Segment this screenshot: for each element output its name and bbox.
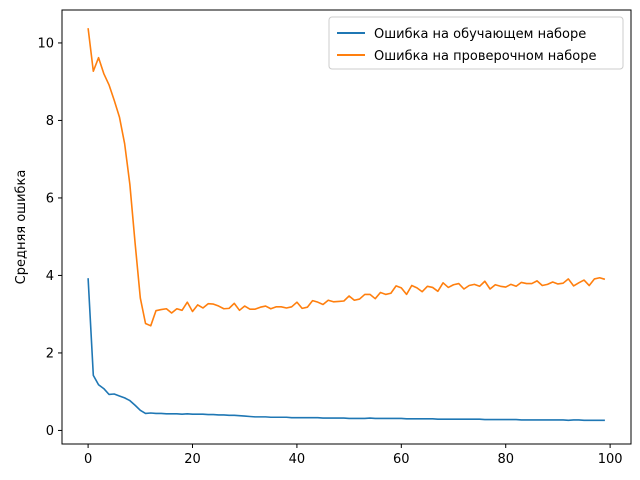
legend-label-validation: Ошибка на проверочном наборе: [374, 49, 596, 64]
y-tick-label: 10: [37, 36, 54, 51]
legend-label-train: Ошибка на обучающем наборе: [374, 27, 586, 42]
y-tick-label: 8: [46, 114, 54, 129]
plot-lines: [87, 28, 606, 422]
legend: Ошибка на обучающем наборе Ошибка на про…: [328, 16, 624, 70]
series-line-validation: [87, 28, 606, 327]
y-tick-label: 4: [46, 269, 54, 284]
x-tick-label: 100: [598, 452, 623, 467]
y-tick-label: 6: [46, 191, 54, 206]
x-tick-label: 80: [497, 452, 514, 467]
x-tick-label: 20: [184, 452, 201, 467]
y-tick-label: 0: [46, 424, 54, 439]
legend-box: [328, 16, 624, 70]
y-axis-ticks: 0 2 4 6 8 10: [37, 36, 62, 439]
x-tick-label: 40: [289, 452, 306, 467]
series-line-train: [87, 278, 605, 422]
y-tick-label: 2: [46, 346, 54, 361]
x-axis-ticks: 0 20 40 60 80 100: [84, 444, 623, 467]
axes-frame: [61, 9, 632, 445]
x-tick-label: 60: [393, 452, 410, 467]
y-axis-label: Средняя ошибка: [14, 170, 29, 285]
x-tick-label: 0: [84, 452, 92, 467]
